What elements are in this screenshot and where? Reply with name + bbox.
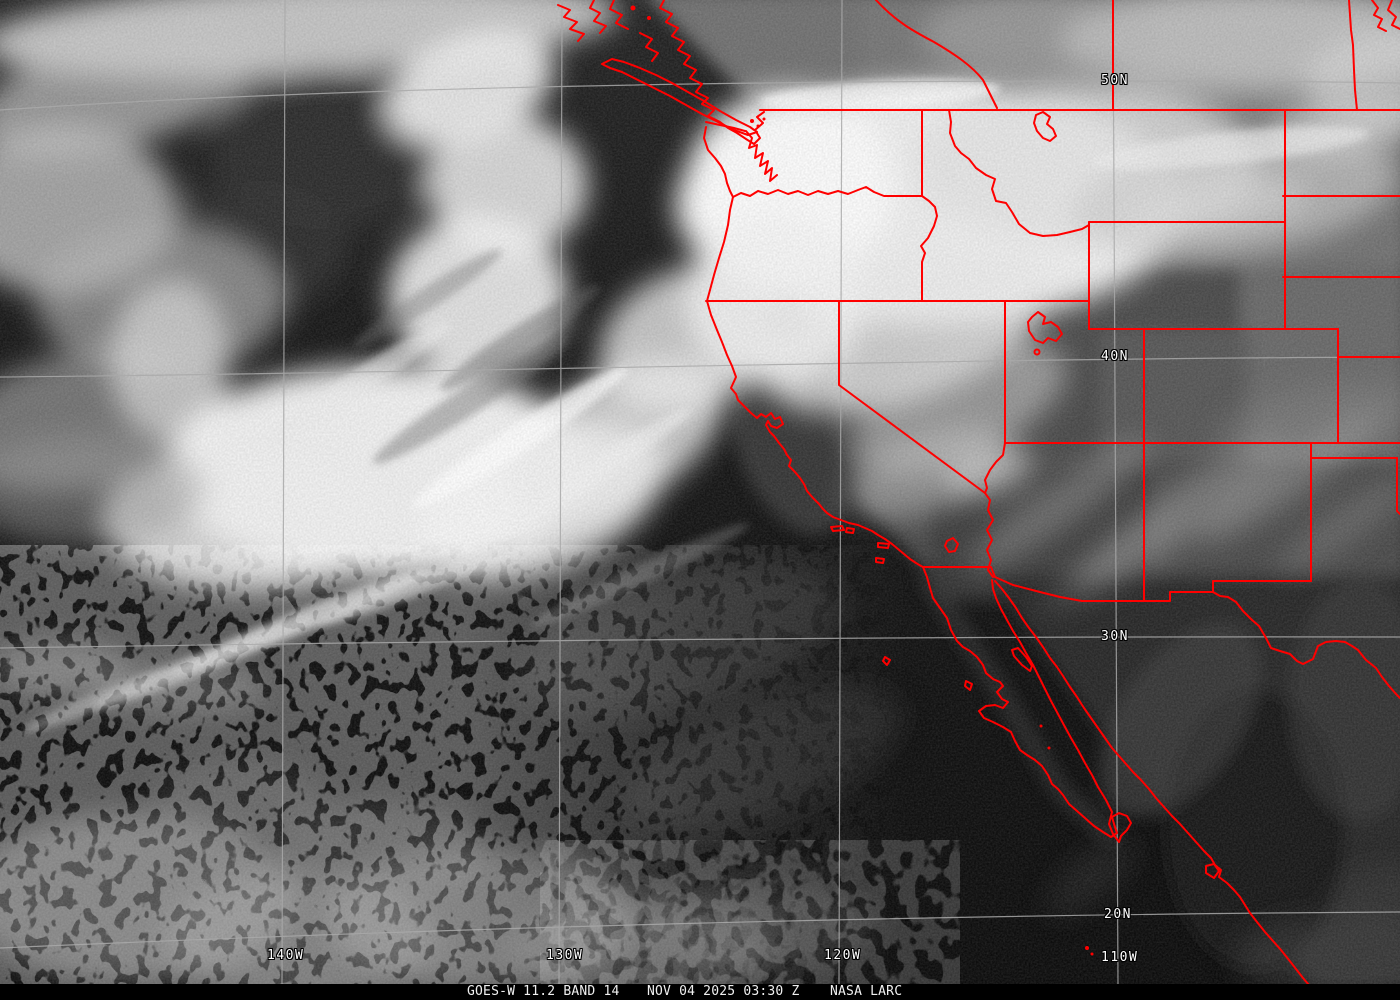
texas-oklahoma-border <box>1396 457 1400 515</box>
gridline-130w <box>558 0 563 985</box>
lat-label-30n: 30N <box>1101 629 1129 644</box>
lat-label-20n: 20N <box>1104 907 1132 922</box>
washington-oregon-border <box>732 186 923 198</box>
lat-label-40n: 40N <box>1101 349 1129 364</box>
gridline-120w <box>838 0 843 985</box>
channel-islands <box>830 525 890 564</box>
lat-label-50n: 50N <box>1101 73 1129 88</box>
alaska-panhandle-coast <box>557 0 659 62</box>
caption-satellite-band: GOES-W 11.2 BAND 14 <box>467 984 620 999</box>
isla-guadalupe <box>882 656 891 666</box>
washington-coast <box>703 126 734 198</box>
lon-label-130w: 130W <box>546 948 584 963</box>
gridline-110w <box>1112 0 1119 985</box>
manitoba-lakes <box>1371 0 1400 32</box>
gridline-30n <box>0 636 1400 649</box>
utah-lake <box>1033 348 1041 356</box>
baja-california-peninsula <box>922 566 1132 843</box>
gridline-20n <box>0 911 1400 949</box>
lon-label-120w: 120W <box>824 948 862 963</box>
gridline-40n <box>0 356 1400 378</box>
colorado-river-border <box>984 492 994 578</box>
us-mexico-border-west <box>922 566 1083 602</box>
small-islands <box>630 5 1094 956</box>
newmexico-mexico-border <box>1081 591 1214 602</box>
nevada-arizona-border <box>984 442 1006 494</box>
vancouver-island <box>601 58 758 136</box>
caption-timestamp: NOV 04 2025 03:30 Z <box>647 984 800 999</box>
oregon-idaho-border <box>920 195 938 302</box>
isla-angel-de-la-guarda <box>1011 647 1033 672</box>
isla-cedros <box>964 680 973 691</box>
map-borders <box>557 0 1400 985</box>
flathead-lake <box>1033 111 1057 142</box>
isla-tiburon <box>1205 863 1220 879</box>
lon-label-110w: 110W <box>1101 950 1139 965</box>
gridline-140w <box>281 0 286 985</box>
california-coast <box>706 196 924 568</box>
gridline-50n <box>0 80 1400 111</box>
bc-alberta-border <box>875 0 998 109</box>
salton-sea <box>944 537 959 553</box>
idaho-montana-border <box>948 109 1090 237</box>
strait-juan-de-fuca <box>705 121 746 132</box>
caption-bar: GOES-W 11.2 BAND 14 NOV 04 2025 03:30 Z … <box>0 984 1400 1000</box>
great-salt-lake <box>1027 311 1063 344</box>
lon-label-140w: 140W <box>267 948 305 963</box>
rio-grande <box>1212 591 1400 699</box>
saskatchewan-manitoba-border <box>1348 0 1358 111</box>
mexico-mainland-coast <box>994 580 1310 985</box>
bc-fjord-coast <box>659 0 765 145</box>
caption-credit: NASA LARC <box>830 984 903 999</box>
california-nevada-border <box>838 300 986 494</box>
puget-sound <box>745 130 778 182</box>
